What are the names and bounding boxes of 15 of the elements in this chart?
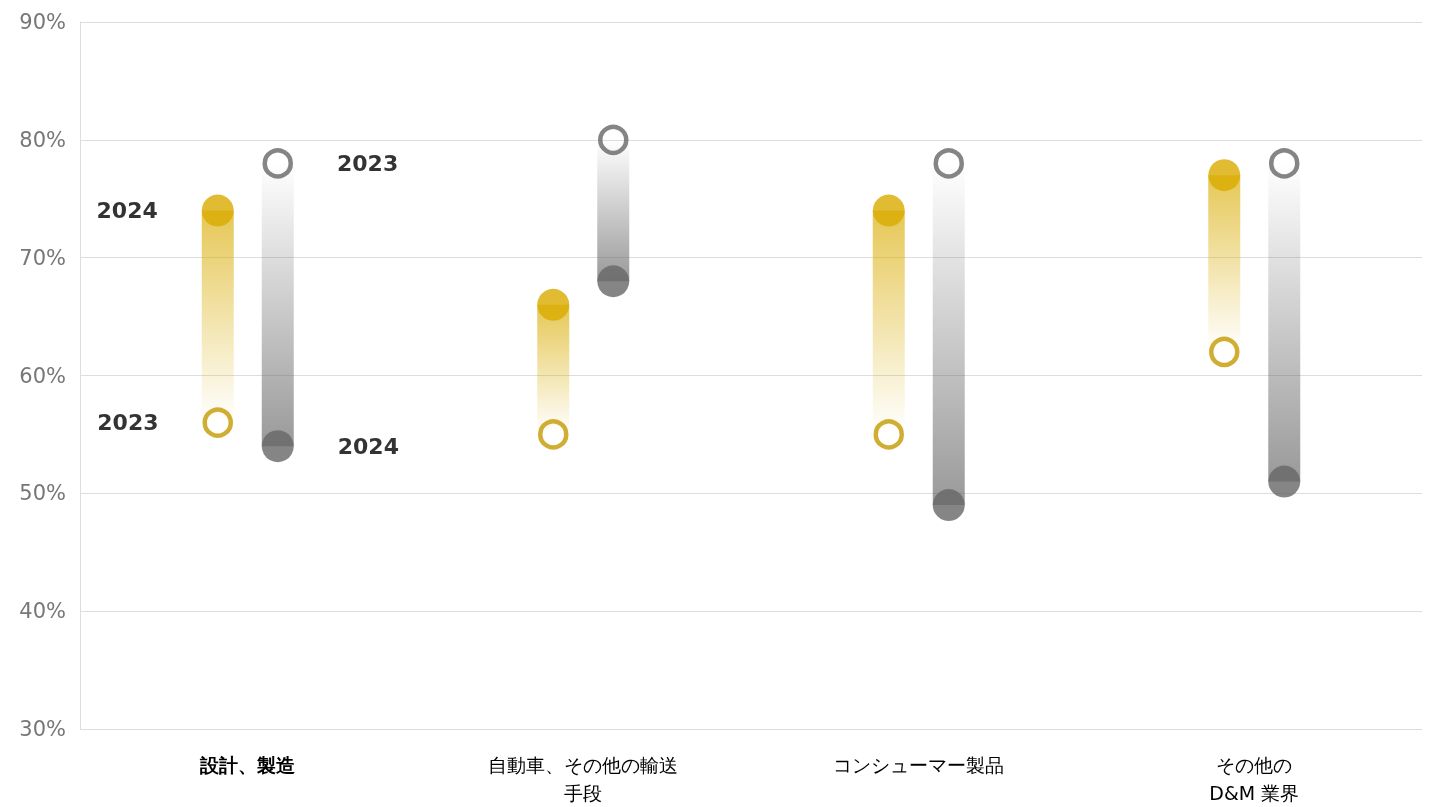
y-tick-label: 80%: [19, 127, 66, 152]
x-tick-label: その他の D&M 業界: [1209, 754, 1300, 804]
text: 2023: [337, 150, 399, 176]
y-tick-label: 60%: [19, 363, 66, 388]
y-tick-label: 70%: [19, 245, 66, 270]
x-tick-label: 設計、製造: [199, 754, 297, 776]
series-label: 2024: [337, 433, 399, 459]
y-tick-label: 30%: [19, 717, 66, 741]
y-tick-label: 90%: [19, 10, 66, 34]
text: 2024: [96, 198, 158, 224]
x-tick-label: 自動車、その他の輸送手段: [488, 754, 679, 804]
y-tick-label: 40%: [19, 599, 66, 624]
y-tick-label: 50%: [19, 481, 66, 506]
x-tick-label: コンシューマー製品: [833, 754, 1005, 776]
text: 2023: [97, 410, 159, 436]
